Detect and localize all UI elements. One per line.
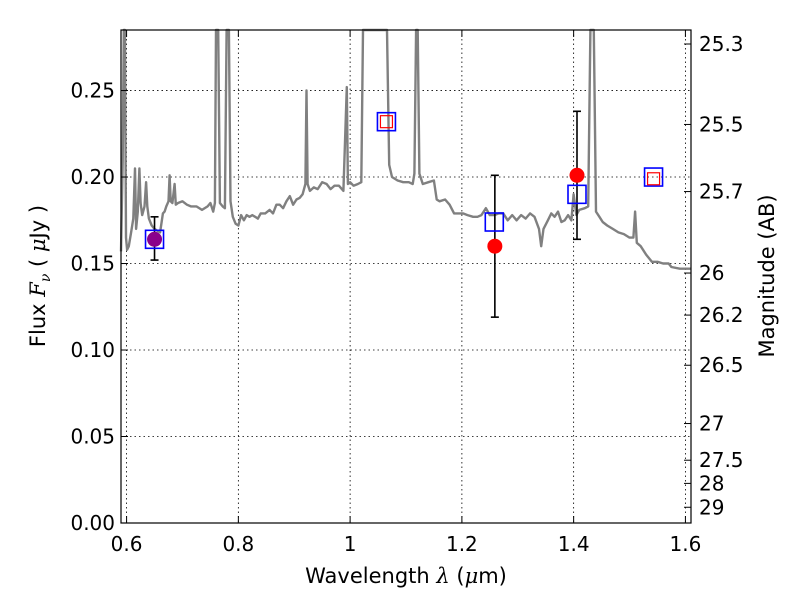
mag-tick-label: 26.2 bbox=[699, 303, 744, 327]
y-tick-label: 0.00 bbox=[70, 511, 115, 535]
model-photometry-marker bbox=[376, 111, 397, 132]
observed-photometry-marker bbox=[147, 231, 163, 247]
mag-tick-label: 28 bbox=[699, 471, 724, 495]
axis-ticks: 0.6 0.8 1 1.2 1.4 1.6 0.00 0.05 0.10 0.15 0.20 0.25… bbox=[70, 30, 744, 556]
y-tick-label: 0.25 bbox=[70, 79, 115, 103]
x-tick-label: 0.6 bbox=[111, 532, 143, 556]
x-tick-label: 0.8 bbox=[222, 532, 254, 556]
y-axis-unit: ( μJy ) bbox=[26, 205, 50, 274]
grid-lines bbox=[121, 30, 691, 524]
mag-tick-label: 25.7 bbox=[699, 180, 744, 204]
y-axis-fnu: F bbox=[26, 281, 50, 298]
right-axis-label: Magnitude (AB) bbox=[755, 194, 779, 357]
mag-tick-label: 27.5 bbox=[699, 448, 744, 472]
model-photometry-marker bbox=[484, 212, 505, 232]
upper-limit-marker bbox=[646, 172, 661, 186]
mag-tick-label: 25.5 bbox=[699, 112, 744, 136]
y-tick-label: 0.10 bbox=[70, 338, 115, 362]
mag-tick-label: 26 bbox=[699, 261, 724, 285]
y-tick-label: 0.05 bbox=[70, 425, 115, 449]
model-photometry-marker bbox=[643, 167, 664, 187]
x-axis-lambda: λ bbox=[435, 564, 449, 588]
x-tick-label: 1 bbox=[344, 532, 357, 556]
x-tick-label: 1.2 bbox=[446, 532, 478, 556]
observed-photometry-marker bbox=[569, 167, 585, 183]
y-axis-fnu-subscript: ν bbox=[38, 273, 54, 282]
model-photometry-marker bbox=[567, 184, 587, 205]
mag-tick-label: 27 bbox=[699, 412, 724, 436]
x-tick-label: 1.6 bbox=[670, 532, 702, 556]
y-tick-label: 0.15 bbox=[70, 252, 115, 276]
mag-tick-label: 26.5 bbox=[699, 353, 744, 377]
observed-photometry-marker bbox=[487, 238, 503, 254]
mag-tick-label: 25.3 bbox=[699, 32, 744, 56]
model-photometry-marker bbox=[144, 229, 165, 250]
plot-frame bbox=[120, 29, 692, 524]
x-axis-unit: (μm) bbox=[450, 564, 507, 588]
model-spectrum bbox=[119, 28, 691, 270]
x-axis-label-text: Wavelength bbox=[305, 564, 436, 588]
x-axis-label: Wavelength λ (μm) bbox=[305, 564, 507, 588]
y-tick-label: 0.20 bbox=[70, 165, 115, 189]
y-axis-label: Flux Fν ( μJy ) bbox=[26, 205, 54, 347]
mag-tick-label: 29 bbox=[699, 495, 724, 519]
x-tick-label: 1.4 bbox=[558, 532, 590, 556]
upper-limit-marker bbox=[379, 115, 394, 129]
photometry-markers bbox=[144, 111, 664, 254]
y-axis-label-text: Flux bbox=[26, 297, 50, 347]
spectrum-line bbox=[119, 28, 691, 270]
